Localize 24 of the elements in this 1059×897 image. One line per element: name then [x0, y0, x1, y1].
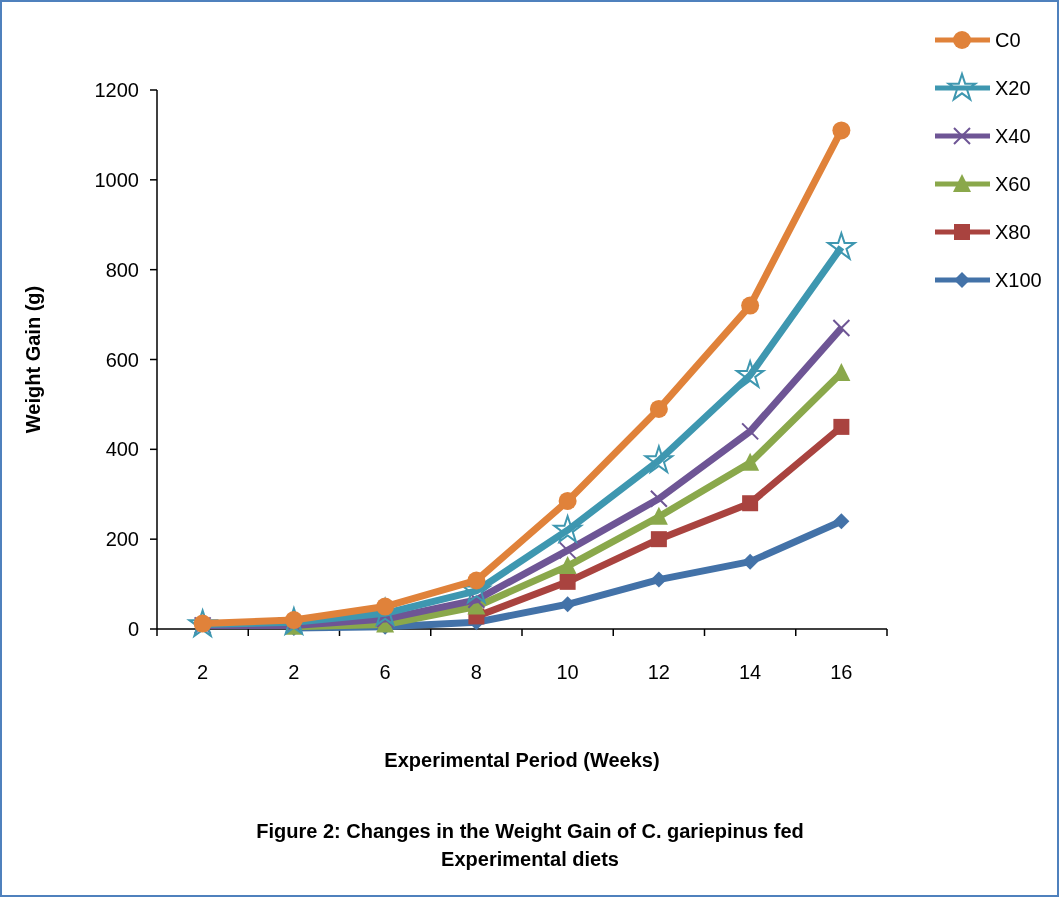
y-tick-label: 1000	[94, 168, 139, 191]
x-axis-title: Experimental Period (Weeks)	[384, 749, 660, 771]
x-tick-label: 10	[556, 661, 579, 683]
y-tick-label: 800	[105, 258, 139, 281]
y-tick-label: 200	[105, 528, 139, 551]
x-tick-label: 2	[288, 661, 300, 683]
x-tick-label: 14	[739, 661, 762, 683]
legend-label: C0	[995, 29, 1021, 51]
y-axis-title: Weight Gain (g)	[22, 285, 44, 434]
x-tick-label: 6	[379, 661, 391, 683]
x-tick-label: 2	[197, 661, 209, 683]
legend-label: X60	[995, 173, 1031, 195]
legend-label: X80	[995, 221, 1031, 243]
x-tick-label: 16	[830, 661, 853, 683]
x-tick-label: 8	[470, 661, 482, 683]
legend-label: X40	[995, 125, 1031, 147]
legend-label: X100	[995, 269, 1042, 291]
legend-label: X20	[995, 77, 1031, 99]
x-tick-label: 12	[647, 661, 670, 683]
y-tick-label: 1200	[94, 79, 139, 101]
caption: Figure 2: Changes in the Weight Gain of C. gariepinus fed Experimental diets	[256, 820, 804, 870]
y-tick-label: 400	[105, 438, 139, 461]
y-tick-label: 600	[105, 348, 139, 371]
y-tick-label: 0	[127, 618, 139, 640]
